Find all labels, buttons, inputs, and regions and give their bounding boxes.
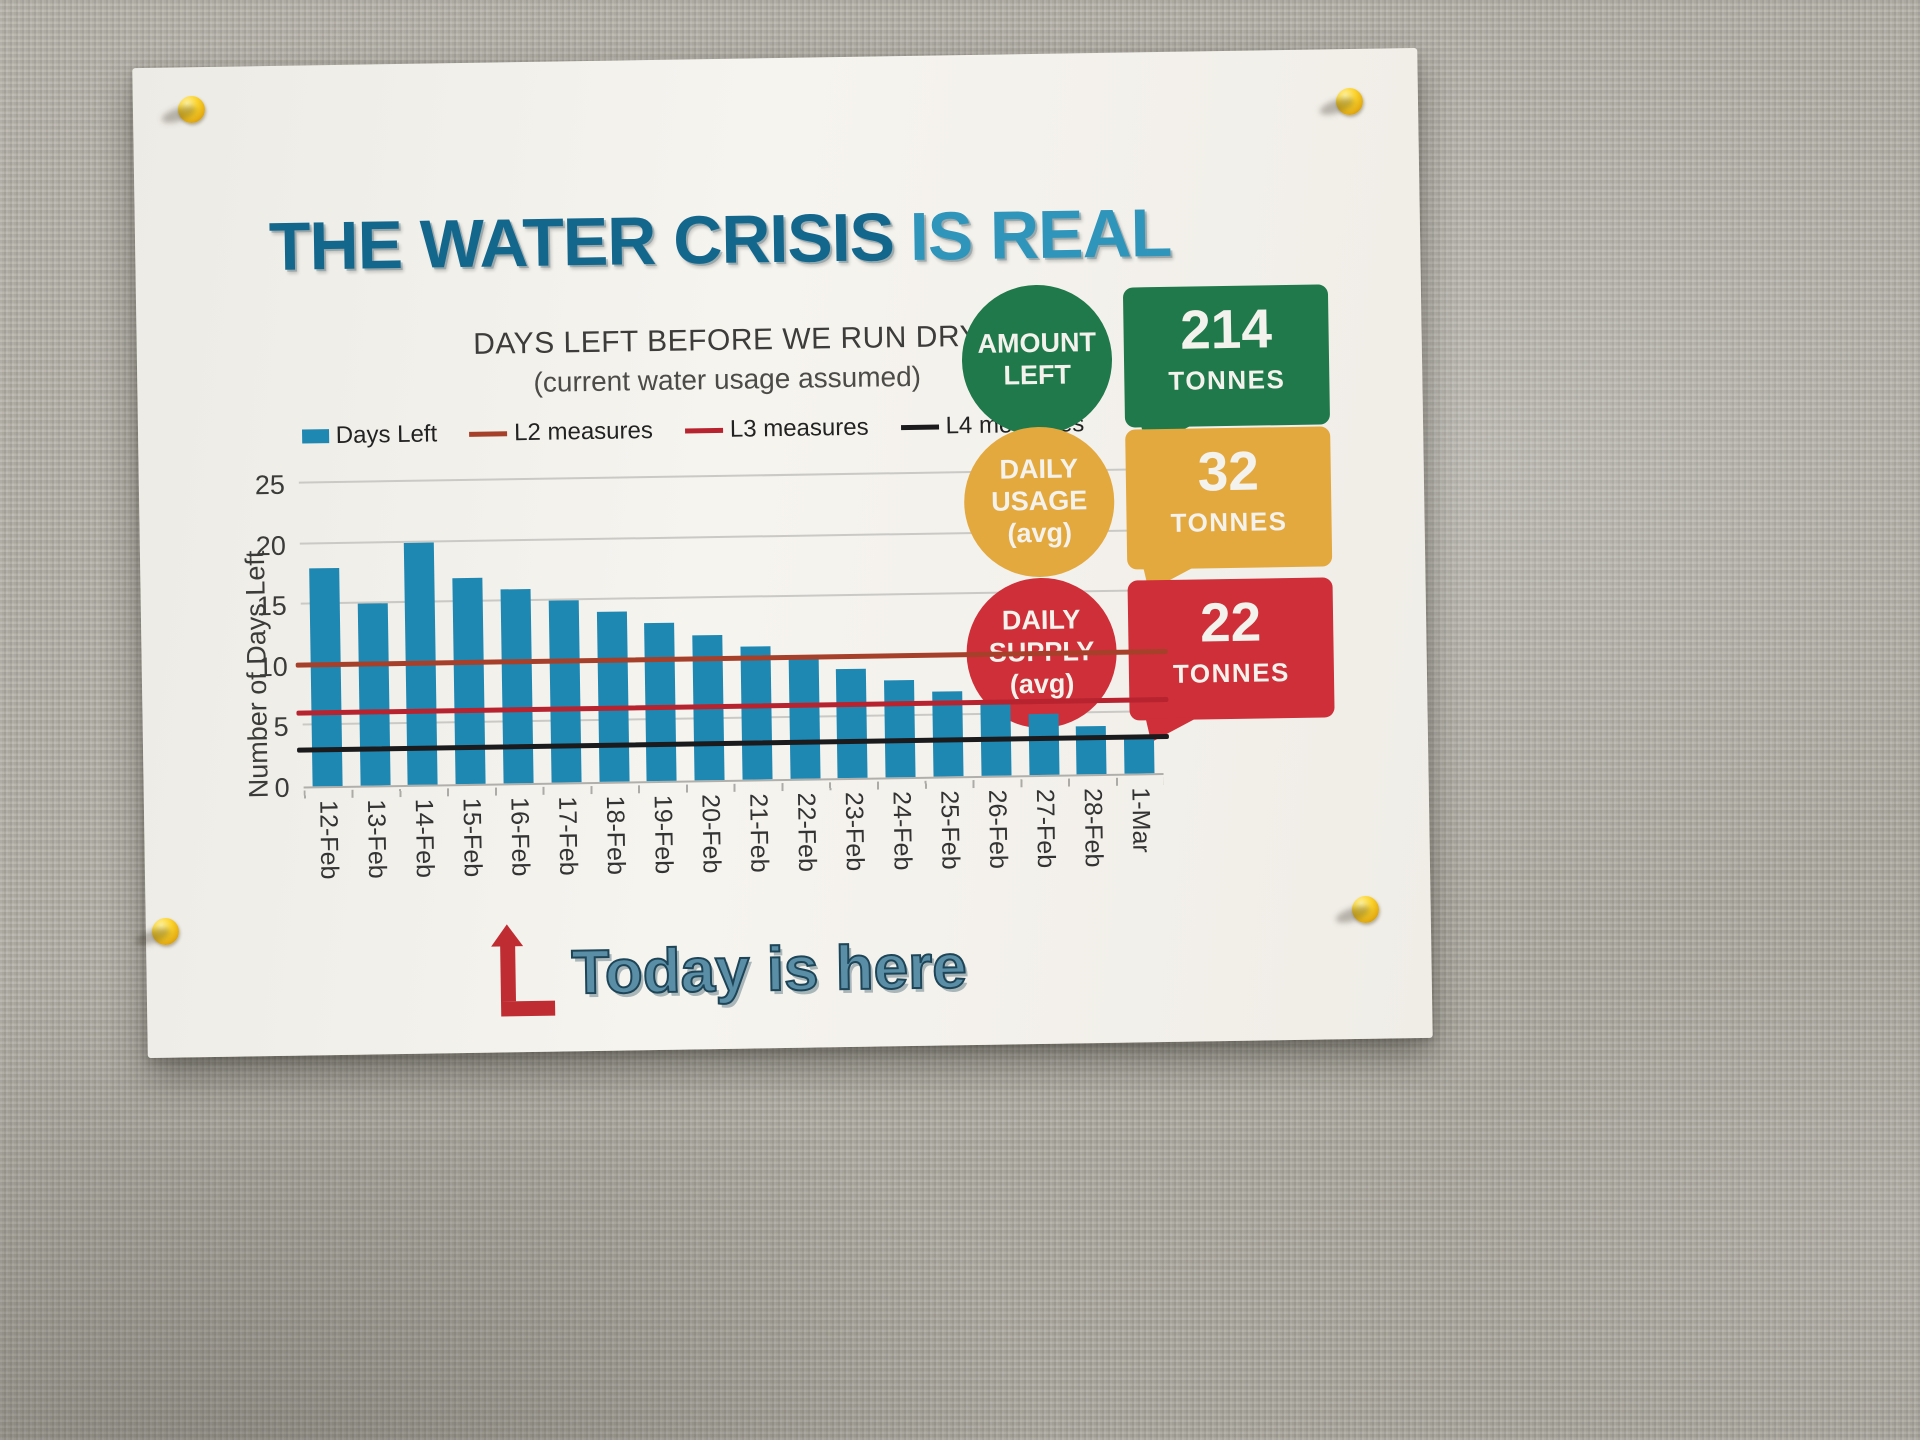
days-left-bar: [644, 623, 677, 782]
days-left-bar: [548, 600, 582, 783]
days-left-bar: [836, 668, 869, 779]
bar-column: [1063, 473, 1116, 775]
arrowhead: [490, 924, 524, 947]
stats-column: AMOUNT LEFT 214 TONNES DAILY USAGE (avg)…: [960, 279, 1401, 730]
x-axis-label: 15-Feb: [457, 797, 487, 878]
poster-title-part1: THE WATER CRISIS: [268, 199, 895, 286]
x-axis-label: 24-Feb: [887, 790, 917, 871]
l4-line-swatch-icon: [900, 424, 939, 430]
x-axis-label: 14-Feb: [409, 798, 440, 879]
l2-line-swatch-icon: [469, 430, 508, 437]
bar-column: [442, 483, 495, 785]
x-axis-label: 17-Feb: [553, 796, 583, 876]
amount-left-badge: AMOUNT LEFT: [960, 283, 1114, 437]
days-left-bar: [1124, 736, 1155, 774]
pushpin-top-left-icon: [178, 96, 205, 123]
legend-item-l3: L3 measures: [684, 413, 869, 445]
y-tick-label: 5: [273, 712, 289, 743]
bar-column: [729, 478, 782, 780]
today-annotation-text: Today is here: [570, 931, 968, 1008]
y-tick-label: 25: [254, 469, 286, 501]
pushpin-bottom-left-icon: [152, 918, 179, 945]
x-axis-label: 20-Feb: [696, 793, 726, 874]
days-left-bar: [788, 657, 821, 779]
poster-title: THE WATER CRISIS IS REAL: [215, 193, 1226, 287]
bar-column: [586, 480, 639, 782]
days-left-swatch-icon: [301, 429, 329, 444]
x-axis-label: 28-Feb: [1078, 787, 1108, 868]
legend-label: L2 measures: [513, 417, 654, 447]
x-axis-label: 1-Mar: [1126, 787, 1156, 853]
pushpin-top-right-icon: [1336, 88, 1363, 115]
plot-outer: Number of Days Left 0 5 10 15 20 25 12-Feb 13-…: [209, 468, 1216, 957]
bar-column: [299, 485, 352, 787]
bar-column: [347, 484, 400, 786]
x-axis-label: 12-Feb: [314, 799, 344, 880]
daily-supply-value: 22: [1199, 590, 1262, 654]
x-axis-label: 25-Feb: [935, 790, 965, 870]
up-arrow-icon: [490, 924, 556, 1017]
days-left-bar: [1076, 725, 1107, 775]
x-axis-label: 16-Feb: [505, 796, 535, 877]
x-axis-label: 23-Feb: [839, 791, 869, 872]
legend-label: Days Left: [335, 420, 438, 450]
y-tick-label: 20: [255, 530, 287, 561]
y-axis-ticks: 0 5 10 15 20 25: [237, 470, 298, 803]
arrow-horizontal-arm: [501, 1000, 556, 1017]
days-left-bar: [452, 577, 486, 785]
amount-left-bubble: 214 TONNES: [1122, 284, 1331, 428]
days-left-bar: [596, 611, 630, 782]
y-tick-label: 10: [257, 651, 288, 683]
bar-column: [394, 483, 447, 785]
x-axis-label: 19-Feb: [648, 794, 678, 875]
legend-item-days-left: Days Left: [301, 420, 438, 450]
arrow-vertical-arm: [500, 944, 517, 1002]
amount-left-value: 214: [1179, 297, 1273, 361]
poster-title-part2: IS REAL: [909, 194, 1172, 275]
bar-column: [538, 481, 591, 783]
bar-column: [920, 475, 973, 777]
x-axis-label: 21-Feb: [744, 793, 774, 873]
daily-supply-unit: TONNES: [1172, 657, 1291, 689]
poster: THE WATER CRISIS IS REAL DAYS LEFT BEFORE…: [132, 47, 1433, 1059]
days-left-bar: [740, 645, 773, 780]
daily-usage-value: 32: [1197, 439, 1260, 503]
x-axis-labels: 12-Feb 13-Feb 14-Feb 15-Feb 16-Feb 17-Feb 18-F…: [304, 787, 1166, 918]
days-left-bar: [357, 603, 391, 786]
plot-area: [295, 468, 1169, 789]
today-annotation: Today is here: [490, 917, 968, 1017]
bar-column: [633, 480, 686, 782]
amount-left-unit: TONNES: [1168, 364, 1286, 396]
x-axis-label: 22-Feb: [791, 792, 822, 873]
stat-amount-left: AMOUNT LEFT 214 TONNES: [960, 280, 1331, 437]
bar-column: [872, 476, 925, 778]
bar-column: [824, 477, 877, 779]
legend-label: L3 measures: [729, 413, 869, 443]
bar-column: [681, 479, 734, 781]
days-left-bar: [309, 567, 343, 787]
daily-usage-unit: TONNES: [1170, 506, 1288, 538]
y-tick-label: 0: [274, 772, 290, 804]
bar-column: [490, 482, 543, 784]
x-axis-label: 18-Feb: [600, 795, 631, 876]
x-axis-label: 27-Feb: [1030, 788, 1061, 869]
x-axis-label: 13-Feb: [361, 799, 392, 879]
l3-line-swatch-icon: [684, 427, 723, 434]
x-axis-label: 26-Feb: [983, 789, 1013, 870]
bar-column: [1016, 474, 1069, 776]
bar-column: [968, 474, 1021, 776]
y-tick-label: 15: [256, 590, 288, 622]
days-left-bar: [884, 679, 916, 778]
days-left-bar: [500, 589, 534, 784]
days-left-bar: [1028, 714, 1060, 776]
bar-column: [1111, 472, 1164, 774]
legend-item-l2: L2 measures: [469, 417, 653, 448]
pushpin-bottom-right-icon: [1352, 896, 1379, 923]
bar-column: [777, 477, 830, 779]
